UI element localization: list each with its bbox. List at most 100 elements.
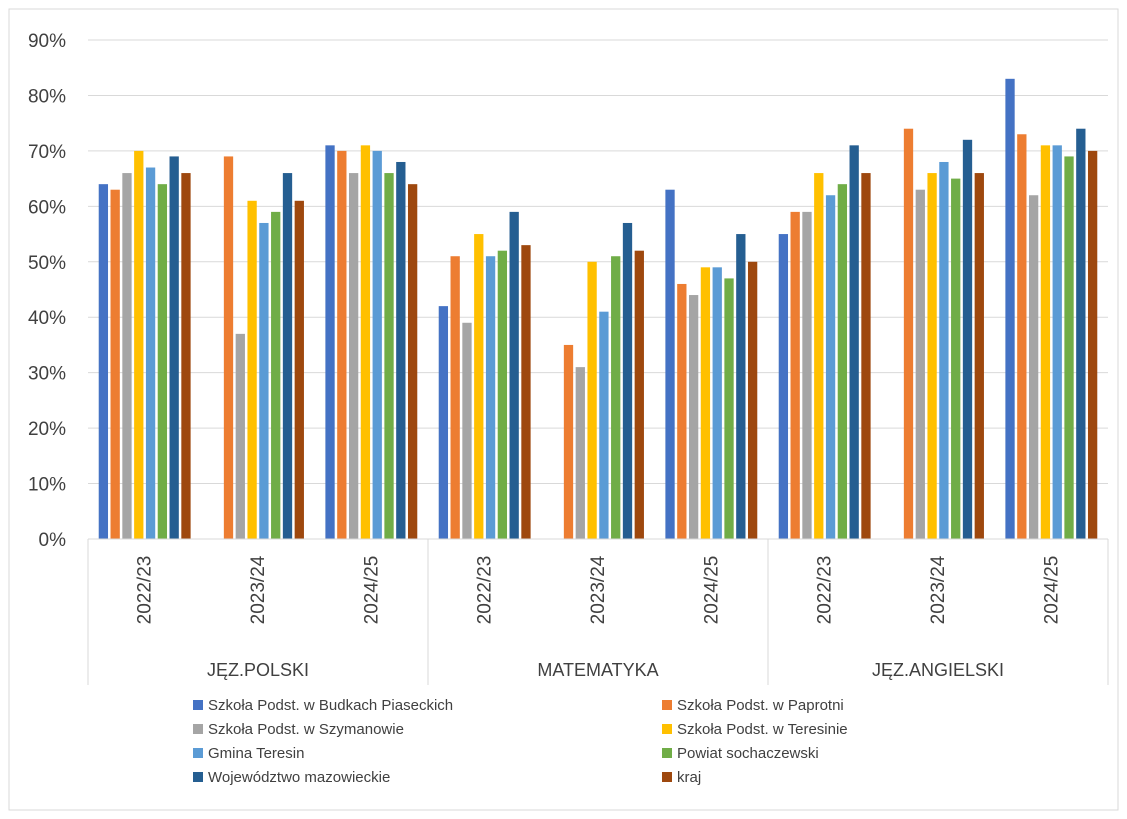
bar bbox=[145, 167, 156, 539]
x-tick-label: 2022/23 bbox=[135, 556, 156, 625]
legend-swatch bbox=[193, 724, 203, 734]
bar bbox=[450, 256, 460, 539]
bar bbox=[1040, 145, 1051, 539]
bar bbox=[282, 173, 293, 539]
legend-label: Szkoła Podst. w Teresinie bbox=[677, 721, 848, 738]
legend-label: Województwo mazowieckie bbox=[208, 769, 390, 786]
bar bbox=[521, 245, 531, 539]
bar bbox=[563, 344, 574, 539]
bar bbox=[372, 150, 382, 539]
x-tick-label: 2024/25 bbox=[1041, 556, 1062, 625]
y-axis-ticks: 0% 10% 20% 30% 40% 50% 60% 70% 80% 90% bbox=[28, 31, 66, 551]
x-tick-label: 2023/24 bbox=[588, 555, 609, 624]
x-group-label: MATEMATYKA bbox=[537, 660, 658, 680]
bar bbox=[1005, 78, 1015, 539]
bar bbox=[665, 189, 675, 539]
bar bbox=[1052, 145, 1062, 539]
legend-swatch bbox=[662, 748, 672, 758]
bar bbox=[169, 156, 179, 539]
bar bbox=[259, 222, 269, 539]
bar bbox=[599, 311, 609, 539]
bar bbox=[700, 267, 711, 539]
bar bbox=[360, 145, 371, 539]
bar bbox=[802, 211, 812, 539]
bar bbox=[462, 322, 472, 539]
y-tick-label: 0% bbox=[39, 530, 67, 551]
legend: Szkoła Podst. w Budkach Piaseckich Szkoła… bbox=[193, 697, 848, 786]
bar bbox=[348, 173, 359, 539]
legend-label: Szkoła Podst. w Paprotni bbox=[677, 697, 844, 714]
x-tick-label: 2024/25 bbox=[361, 556, 382, 625]
bar bbox=[181, 173, 191, 539]
bar bbox=[951, 178, 961, 540]
bar bbox=[814, 173, 824, 539]
y-tick-label: 50% bbox=[28, 253, 66, 274]
bar bbox=[825, 195, 836, 540]
x-tick-label: 2023/24 bbox=[248, 555, 269, 624]
bar bbox=[747, 261, 758, 539]
bar bbox=[837, 184, 848, 539]
bar bbox=[294, 200, 304, 540]
x-axis: 2022/23 2023/24 2024/25 2022/23 2023/24 2024/… bbox=[87, 538, 1109, 685]
bar bbox=[587, 261, 597, 539]
legend-label: kraj bbox=[677, 769, 701, 786]
bar bbox=[157, 184, 168, 539]
bar bbox=[1017, 134, 1027, 539]
legend-swatch bbox=[193, 700, 203, 710]
legend-swatch bbox=[193, 748, 203, 758]
bar bbox=[688, 295, 699, 539]
y-tick-label: 90% bbox=[28, 31, 66, 52]
legend-swatch bbox=[662, 772, 672, 782]
bar bbox=[247, 200, 257, 540]
y-tick-label: 10% bbox=[28, 475, 66, 496]
bar bbox=[98, 184, 109, 539]
bar bbox=[407, 184, 418, 539]
bar bbox=[497, 250, 508, 539]
bar bbox=[611, 256, 621, 539]
bar bbox=[634, 250, 644, 539]
gridlines bbox=[88, 39, 1108, 485]
x-tick-label: 2022/23 bbox=[815, 556, 836, 625]
bar bbox=[1028, 195, 1039, 540]
bar bbox=[927, 173, 937, 539]
bar bbox=[1087, 150, 1098, 539]
legend-label: Powiat sochaczewski bbox=[677, 745, 819, 762]
bar bbox=[110, 189, 120, 539]
bar bbox=[903, 128, 914, 539]
bar bbox=[122, 173, 132, 539]
bar bbox=[485, 256, 496, 539]
bar bbox=[509, 211, 519, 539]
bar bbox=[271, 211, 281, 539]
legend-swatch bbox=[662, 724, 672, 734]
bars bbox=[98, 78, 1098, 540]
bar bbox=[939, 161, 949, 540]
bar bbox=[223, 156, 234, 539]
y-tick-label: 20% bbox=[28, 419, 66, 440]
bar bbox=[622, 222, 633, 539]
bar bbox=[790, 211, 800, 539]
legend-label: Szkoła Podst. w Szymanowie bbox=[208, 721, 404, 738]
bar bbox=[861, 173, 871, 539]
x-tick-label: 2024/25 bbox=[701, 556, 722, 625]
bar bbox=[325, 145, 335, 539]
bar bbox=[778, 234, 789, 539]
x-tick-label: 2022/23 bbox=[475, 556, 496, 625]
bar bbox=[438, 306, 449, 539]
y-tick-label: 70% bbox=[28, 142, 66, 163]
bar bbox=[677, 283, 687, 539]
bar bbox=[474, 234, 484, 539]
legend-swatch bbox=[662, 700, 672, 710]
bar bbox=[337, 150, 347, 539]
y-tick-label: 60% bbox=[28, 197, 66, 218]
bar bbox=[1076, 128, 1086, 539]
x-group-label: JĘZ.POLSKI bbox=[207, 660, 309, 680]
bar bbox=[915, 189, 925, 539]
bar bbox=[235, 333, 245, 539]
bar bbox=[712, 267, 722, 539]
bar bbox=[736, 234, 746, 539]
bar bbox=[974, 173, 984, 539]
legend-swatch bbox=[193, 772, 203, 782]
bar bbox=[962, 139, 973, 540]
